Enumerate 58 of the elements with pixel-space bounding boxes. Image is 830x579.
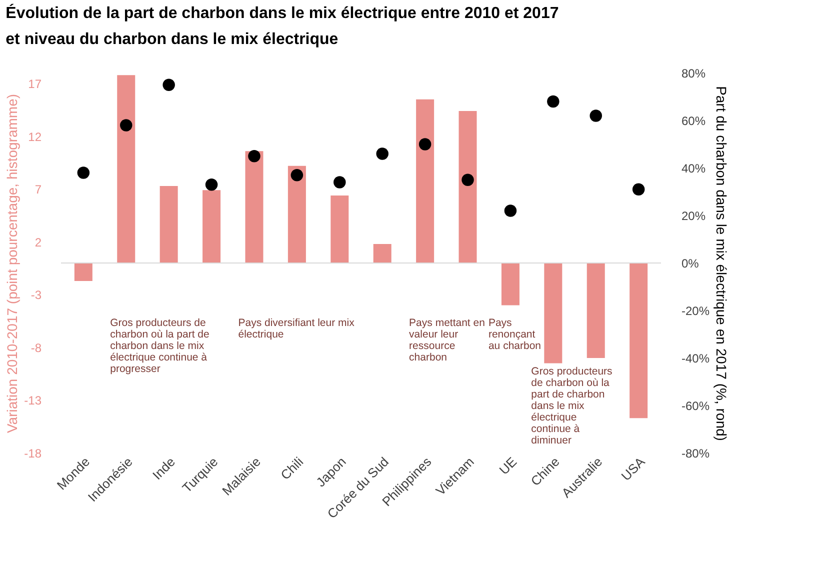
annotation: Pays diversifiant leur mix électrique — [238, 316, 356, 340]
bar — [501, 263, 520, 306]
bar — [373, 244, 392, 263]
annotation: Gros producteurs de charbon où la part de charbon dans le mix électrique continue à diminuer — [531, 365, 612, 446]
y2-tick-label: 0% — [682, 256, 700, 270]
bar — [117, 75, 136, 263]
y2-tick-label: 40% — [682, 162, 706, 176]
point — [77, 166, 90, 179]
bar — [586, 263, 605, 358]
point — [120, 119, 132, 132]
bar — [330, 195, 349, 263]
annotation: Pays mettant en valeur leur ressource charbon — [409, 316, 486, 364]
y-tick-label: -18 — [24, 446, 42, 460]
y-tick-label: 2 — [34, 235, 42, 250]
annotation: Gros producteurs de charbon où la part de charbon dans le mix électrique continue à progresser — [110, 316, 210, 375]
bar — [630, 263, 648, 418]
y2-tick-label: 60% — [682, 114, 706, 128]
y2-axis-title: Part du charbon dans le mix électrique en 2017 (%, rond) — [714, 86, 730, 441]
point — [248, 150, 260, 162]
point — [290, 169, 304, 182]
bar — [160, 186, 178, 263]
x-tick-label: Chili — [278, 454, 306, 483]
bar — [74, 263, 92, 281]
point — [162, 78, 175, 91]
y2-tick-label: -40% — [682, 352, 710, 366]
bar — [416, 99, 434, 263]
point — [376, 148, 388, 160]
y-tick-label: -8 — [30, 340, 42, 355]
annotation: Pays renonçant au charbon — [488, 316, 542, 352]
y-tick-label: 17 — [28, 77, 42, 92]
point — [205, 178, 218, 191]
x-tick-label: USA — [618, 454, 648, 484]
text: et niveau du charbon dans le mix électrique — [6, 31, 338, 48]
bar — [544, 263, 562, 364]
point — [334, 176, 346, 188]
y-tick-label: 12 — [28, 130, 42, 144]
bar — [202, 190, 221, 263]
point — [547, 95, 560, 108]
y-axis-title: Variation 2010-2017 (point pourcentage, histogramme) — [4, 94, 20, 434]
point — [632, 183, 645, 196]
y2-tick-label: -20% — [682, 304, 710, 318]
point — [462, 174, 474, 186]
y2-tick-label: -60% — [682, 399, 710, 413]
y2-tick-label: -80% — [682, 446, 710, 460]
x-tick-label: Inde — [150, 454, 178, 483]
y2-tick-label: 80% — [682, 66, 706, 80]
text: Évolution de la part de charbon dans le mix électrique entre 2010 et 2017 — [6, 5, 559, 22]
point — [418, 138, 432, 150]
y-tick-label: -13 — [24, 394, 42, 408]
point — [504, 204, 517, 217]
y2-tick-label: 20% — [682, 209, 706, 223]
y-tick-label: -3 — [30, 288, 42, 302]
x-tick-label: UE — [496, 454, 520, 478]
bar — [458, 111, 477, 263]
bar — [245, 151, 264, 263]
y-tick-label: 7 — [34, 182, 42, 197]
point — [590, 110, 602, 122]
bar — [288, 166, 306, 263]
